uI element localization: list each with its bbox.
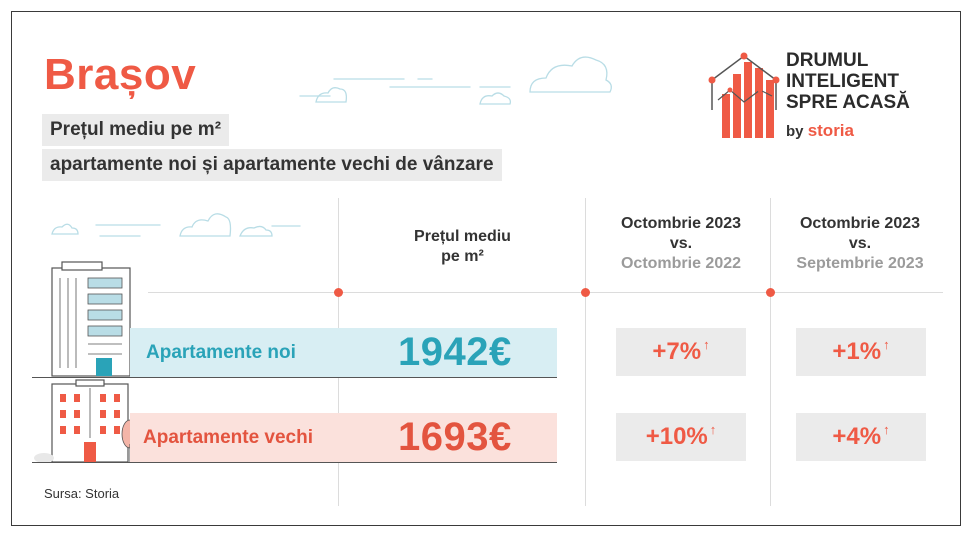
mom-value-old: +4% (832, 423, 882, 450)
logo-byline: by storia (786, 121, 854, 141)
price-head-line-1: Prețul mediu (414, 228, 511, 245)
logo-line-2: INTELIGENT (786, 71, 899, 92)
row-label-new: Apartamente noi (146, 342, 296, 363)
up-arrow-icon: ↑ (703, 336, 710, 352)
row-band-old (130, 413, 557, 462)
logo-brand: storia (807, 121, 854, 140)
up-arrow-icon: ↑ (883, 336, 890, 352)
new-building-icon (51, 261, 131, 377)
ground-line-2 (32, 462, 557, 463)
mom-head-line-2: vs. (848, 235, 872, 252)
subtitle-line-1: Prețul mediu pe m² (42, 114, 230, 146)
ground-line-1 (32, 377, 557, 378)
mom-change-old: +4% ↑ (796, 413, 926, 461)
city-title: Brașov (44, 50, 197, 99)
bar-chart-house-icon (708, 52, 780, 138)
old-building-icon (34, 379, 139, 463)
yoy-head-line-2: vs. (669, 235, 693, 252)
mom-head-line-1: Octombrie 2023 (799, 215, 921, 232)
logo-text: DRUMUL INTELIGENT SPRE ACASĂ (786, 50, 910, 113)
rule-dot-1 (334, 288, 343, 297)
yoy-column-header: Octombrie 2023 vs. Octombrie 2022 (596, 214, 766, 274)
divider-2 (585, 198, 586, 506)
price-old: 1693€ (398, 415, 512, 459)
row-band-new (130, 328, 557, 377)
logo-line-1: DRUMUL (786, 50, 869, 71)
price-head-line-2: pe m² (441, 248, 484, 265)
mom-value-new: +1% (832, 338, 882, 365)
logo-line-3: SPRE ACASĂ (786, 92, 910, 113)
price-new: 1942€ (398, 330, 512, 374)
yoy-change-old: +10% ↑ (616, 413, 746, 461)
infographic-frame (11, 11, 961, 526)
price-column-header: Prețul mediu pe m² (380, 227, 545, 267)
rule-dot-3 (766, 288, 775, 297)
logo-by: by (786, 123, 804, 140)
header-rule (148, 292, 943, 293)
source-note: Sursa: Storia (44, 486, 120, 501)
mom-change-new: +1% ↑ (796, 328, 926, 376)
yoy-value-old: +10% (645, 423, 708, 450)
mom-head-line-3: Septembrie 2023 (796, 255, 924, 272)
yoy-value-new: +7% (652, 338, 702, 365)
divider-3 (770, 198, 771, 506)
yoy-head-line-1: Octombrie 2023 (620, 215, 742, 232)
yoy-head-line-3: Octombrie 2022 (620, 255, 742, 272)
row-label-old: Apartamente vechi (143, 427, 314, 448)
rule-dot-2 (581, 288, 590, 297)
up-arrow-icon: ↑ (883, 421, 890, 437)
yoy-change-new: +7% ↑ (616, 328, 746, 376)
subtitle-line-2: apartamente noi și apartamente vechi de … (42, 149, 502, 181)
mom-column-header: Octombrie 2023 vs. Septembrie 2023 (775, 214, 945, 274)
up-arrow-icon: ↑ (709, 421, 717, 437)
